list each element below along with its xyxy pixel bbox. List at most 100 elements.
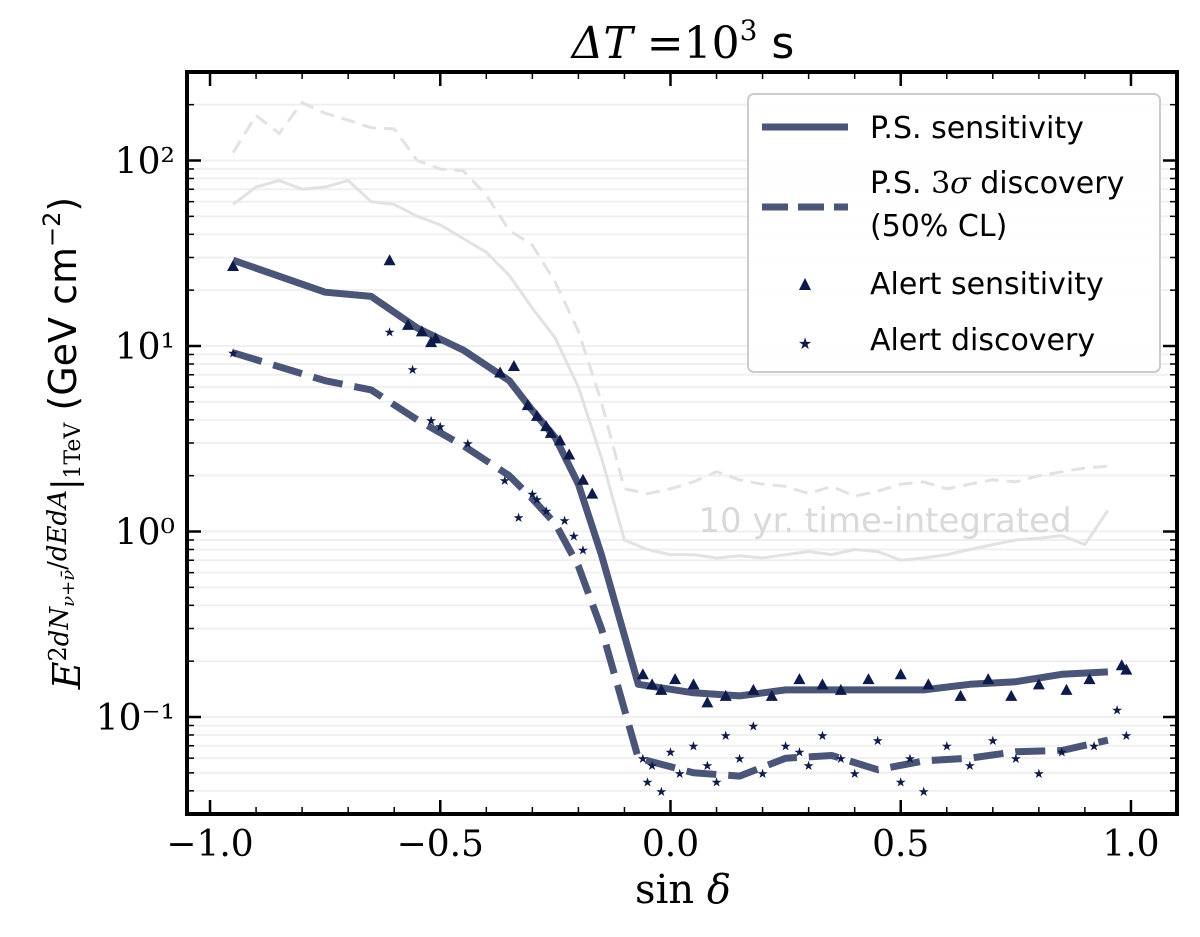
alert-sensitivity-point: [687, 678, 700, 690]
y-tick-label: 10⁰: [115, 513, 175, 554]
markers: ★★★★★★★★★★★★★★★★★★★★★★★★★★★★ ★★★★★★★★★★★★…: [227, 254, 1133, 800]
alert-sensitivity-point: [563, 448, 576, 460]
background-curves: [231, 100, 1110, 562]
alert-sensitivity-point: [1060, 683, 1073, 695]
alert-discovery-point: ★: [513, 511, 525, 526]
chart-title: ΔT =103 s: [570, 14, 795, 69]
alert-discovery-point: ★: [904, 752, 916, 767]
x-axis-label: sin δ: [635, 867, 731, 913]
alert-sensitivity-point: [636, 668, 649, 680]
alert-sensitivity-point: [383, 254, 396, 266]
alert-sensitivity-point: [553, 434, 566, 446]
alert-sensitivity-point: [747, 683, 760, 695]
alert-discovery-point: ★: [425, 414, 437, 429]
alert-sensitivity-point: [415, 325, 428, 337]
alert-sensitivity-point: [765, 689, 778, 701]
alert-sensitivity-point: [530, 409, 543, 421]
alert-sensitivity-point: [793, 673, 806, 685]
alert-sensitivity-point: [1005, 689, 1018, 701]
alert-discovery-point: ★: [701, 759, 713, 774]
alert-discovery-point: ★: [637, 752, 649, 767]
alert-discovery-point: ★: [531, 493, 543, 508]
alert-discovery-point: ★: [462, 437, 474, 452]
alert-discovery-point: ★: [711, 775, 723, 790]
alert-sensitivity-point: [816, 678, 829, 690]
alert-sensitivity-point: [1032, 678, 1045, 690]
legend-swatch-alert-sensitivity: [799, 278, 811, 290]
legend-label-sensitivity: P.S. sensitivity: [870, 111, 1084, 146]
x-tick-label: 0.0: [642, 824, 699, 865]
alert-discovery-point: ★: [646, 759, 658, 774]
x-tick-label: −1.0: [166, 824, 253, 865]
x-tick-label: 0.5: [872, 824, 929, 865]
alert-discovery-point: ★: [918, 785, 930, 800]
alert-sensitivity-point: [655, 683, 668, 695]
alert-discovery-point: ★: [757, 767, 769, 782]
alert-discovery-point: ★: [434, 420, 446, 435]
legend-label-discovery: P.S. 3σ discovery: [870, 166, 1124, 201]
alert-discovery-point: ★: [872, 734, 884, 749]
alert-sensitivity-point: [544, 426, 557, 438]
alert-discovery-point: ★: [794, 746, 806, 761]
alert-discovery-point: ★: [227, 347, 239, 362]
alert-discovery-point: ★: [835, 752, 847, 767]
alert-sensitivity-point: [540, 420, 553, 432]
alert-sensitivity-point: [1083, 673, 1096, 685]
alert-discovery-point: ★: [803, 759, 815, 774]
alert-discovery-point: ★: [674, 767, 686, 782]
alert-discovery-point: ★: [1088, 740, 1100, 755]
alert-discovery-point: ★: [559, 514, 571, 529]
alert-discovery-point: ★: [1056, 746, 1068, 761]
legend-label-discovery-cl: (50% CL): [870, 209, 1007, 244]
alert-discovery-point: ★: [1033, 767, 1045, 782]
y-tick-label: 10²: [115, 142, 175, 183]
alert-discovery-point: ★: [527, 488, 539, 503]
legend-swatch-alert-discovery: ★: [798, 334, 812, 353]
alert-discovery-point: ★: [688, 740, 700, 755]
alert-sensitivity-point: [862, 673, 875, 685]
alert-sensitivity-point: [1120, 663, 1133, 675]
legend-label-alert-sensitivity: Alert sensitivity: [870, 267, 1104, 302]
alert-discovery-point: ★: [568, 530, 580, 545]
annotation-time-integrated: 10 yr. time-integrated: [698, 501, 1071, 541]
alert-discovery-point: ★: [849, 767, 861, 782]
alert-discovery-point: ★: [499, 474, 511, 489]
alert-discovery-point: ★: [407, 363, 419, 378]
legend: P.S. sensitivity P.S. 3σ discovery (50% …: [747, 93, 1161, 373]
alert-discovery-point: ★: [964, 759, 976, 774]
alert-discovery-point: ★: [384, 325, 396, 340]
alert-sensitivity-point: [429, 332, 442, 344]
alert-discovery-point: ★: [1010, 752, 1022, 767]
alert-sensitivity-point: [669, 673, 682, 685]
alert-discovery-point: ★: [655, 785, 667, 800]
alert-discovery-point: ★: [720, 729, 732, 744]
alert-discovery-point: ★: [895, 775, 907, 790]
alert-discovery-point: ★: [748, 719, 760, 734]
alert-discovery-point: ★: [1111, 703, 1123, 718]
x-tick-label: 1.0: [1102, 824, 1159, 865]
alert-sensitivity-point: [982, 673, 995, 685]
alert-discovery-point: ★: [987, 734, 999, 749]
alert-sensitivity-point: [494, 366, 507, 378]
y-tick-label: 10¹: [115, 327, 175, 368]
alert-discovery-point: ★: [540, 504, 552, 519]
alert-sensitivity-point: [227, 259, 240, 271]
alert-discovery-point: ★: [734, 752, 746, 767]
alert-sensitivity-point: [922, 678, 935, 690]
y-axis-label: E2dNν+ν̄/dEdA|1TeV (GeV cm−2): [38, 197, 89, 691]
svg-text:E2dNν+ν̄/dEdA|1TeV (GeV cm−2): E2dNν+ν̄/dEdA|1TeV (GeV cm−2): [38, 197, 89, 691]
alert-discovery-point: ★: [817, 729, 829, 744]
alert-sensitivity-point: [834, 683, 847, 695]
alert-discovery-point: ★: [577, 543, 589, 558]
alert-sensitivity-point: [577, 473, 589, 485]
alert-sensitivity-point: [719, 689, 732, 701]
alert-discovery-point: ★: [1121, 729, 1133, 744]
axis-ticks: −1.0 −0.5 0.0 0.5 1.0 10⁻¹ 10⁰ 10¹ 10²: [96, 71, 1177, 865]
alert-discovery-point: ★: [665, 746, 677, 761]
alert-sensitivity-point: [894, 668, 907, 680]
alert-sensitivity-point: [507, 360, 520, 372]
alert-sensitivity-point: [402, 318, 415, 330]
legend-box: [747, 93, 1161, 373]
series-line-ps-discovery: [231, 349, 1109, 780]
alert-sensitivity-point: [521, 399, 534, 411]
